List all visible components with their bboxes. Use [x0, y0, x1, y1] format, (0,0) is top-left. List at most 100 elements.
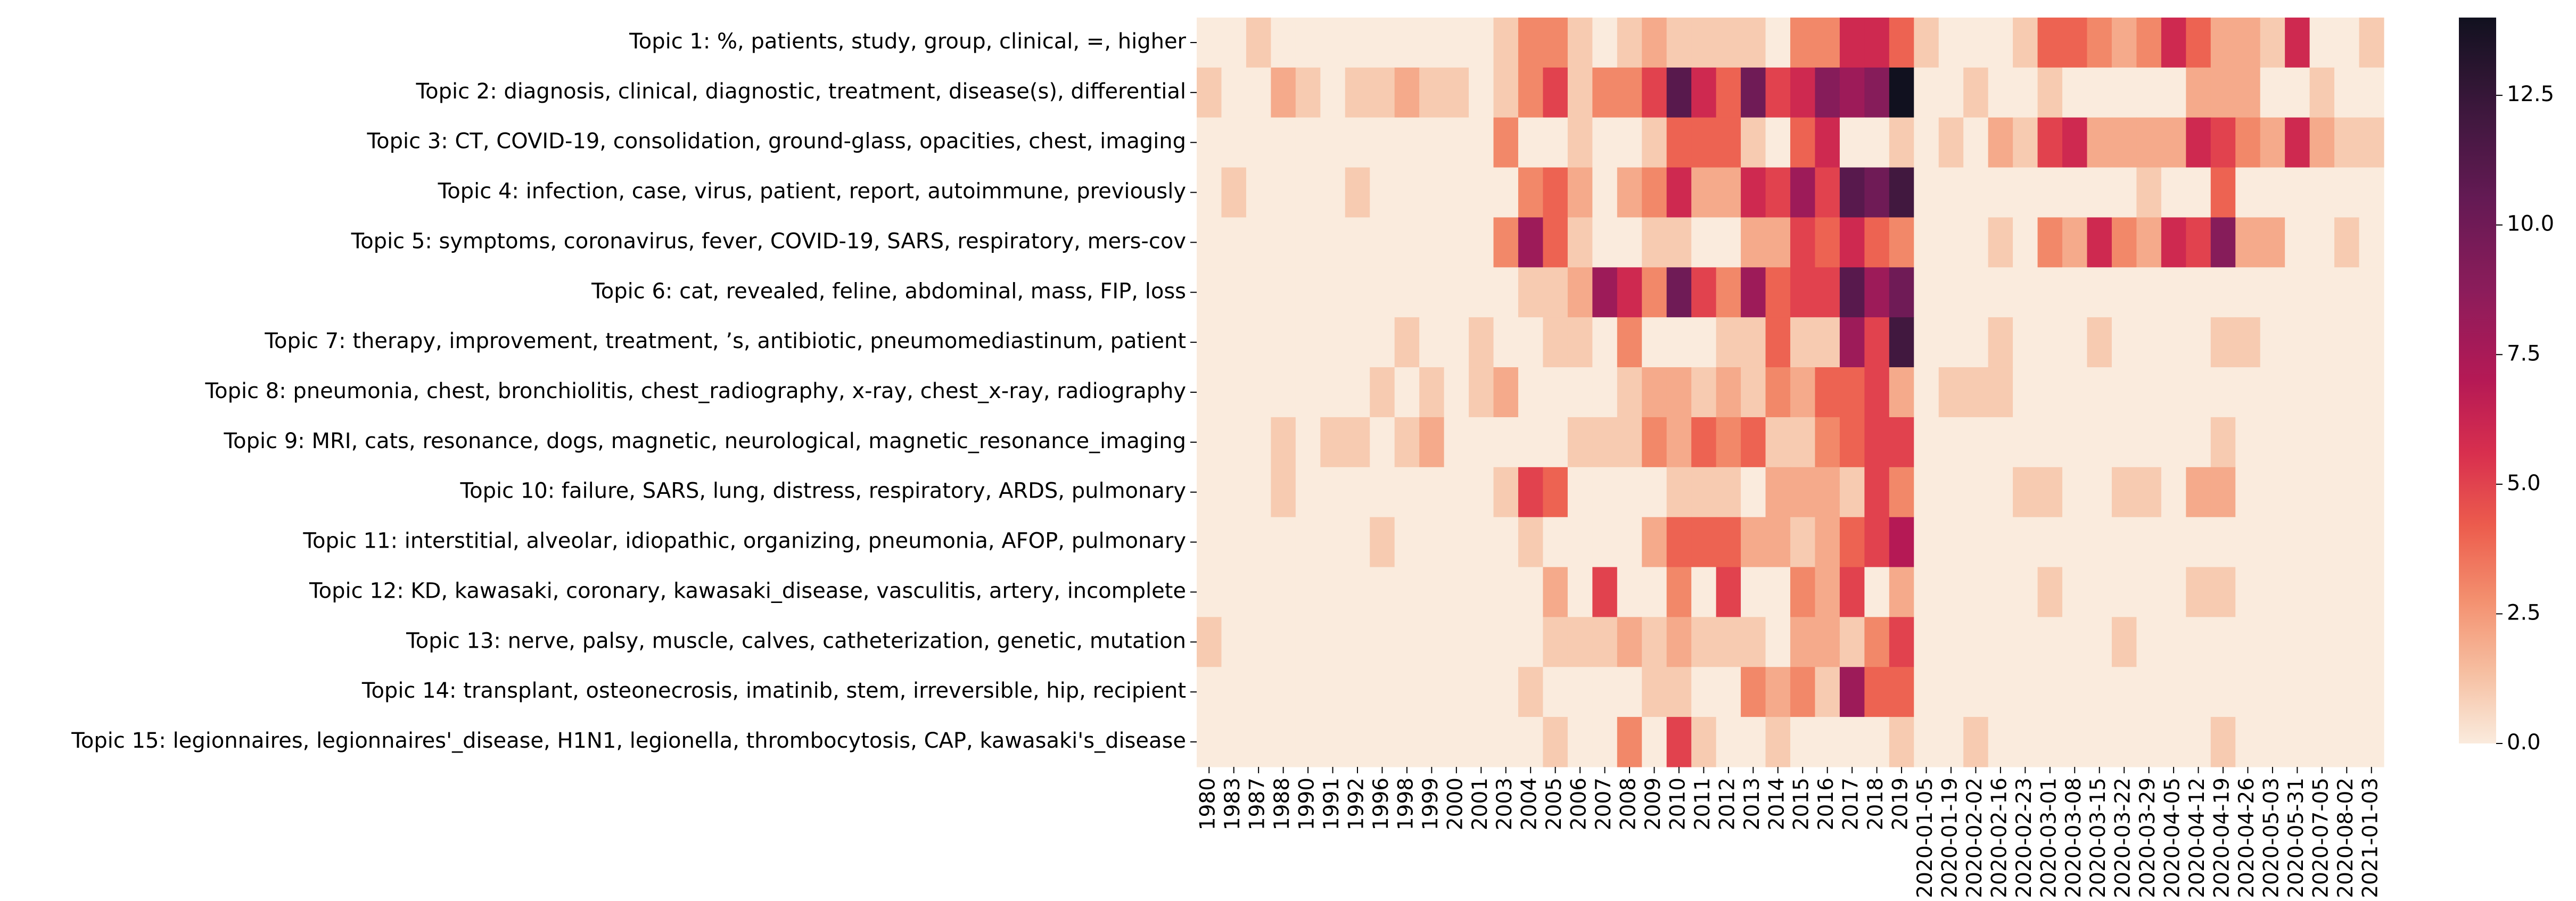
heatmap-cell — [1914, 667, 1939, 717]
heatmap-cell — [1790, 617, 1816, 667]
x-tick-label: 1983 — [1221, 778, 1245, 830]
heatmap-cell — [2186, 217, 2211, 268]
colorbar-tick-label: 0.0 — [2507, 730, 2541, 755]
heatmap-cell — [1345, 217, 1370, 268]
heatmap-cell — [1617, 18, 1642, 68]
heatmap-cell — [2087, 717, 2112, 767]
heatmap-cell — [2359, 467, 2384, 518]
heatmap-cell — [2136, 467, 2162, 518]
heatmap-cell — [1320, 617, 1346, 667]
heatmap-cell — [1914, 417, 1939, 468]
heatmap-cell — [2037, 567, 2063, 617]
heatmap-cell — [1716, 517, 1741, 568]
heatmap-cell — [1815, 667, 1840, 717]
heatmap-cell — [1864, 217, 1890, 268]
heatmap-cell — [1295, 217, 1321, 268]
heatmap-cell — [1815, 567, 1840, 617]
heatmap-cell — [1938, 567, 1964, 617]
heatmap-cell — [1914, 167, 1939, 218]
y-tick-labels: Topic 1: %, patients, study, group, clin… — [71, 29, 1197, 753]
heatmap-cell — [2087, 217, 2112, 268]
heatmap-cell — [2334, 367, 2360, 418]
heatmap-cell — [1815, 717, 1840, 767]
heatmap-cell — [1567, 117, 1593, 168]
heatmap-cell — [1394, 717, 1420, 767]
heatmap-cell — [1543, 367, 1568, 418]
heatmap-cell — [1543, 317, 1568, 368]
heatmap-cell — [1567, 18, 1593, 68]
heatmap-cell — [2334, 317, 2360, 368]
heatmap-cell — [1345, 517, 1370, 568]
heatmap-cell — [1543, 67, 1568, 118]
heatmap-cell — [1592, 367, 1618, 418]
heatmap-cell — [1370, 367, 1395, 418]
heatmap-cell — [1370, 267, 1395, 318]
heatmap-cell — [1938, 267, 1964, 318]
heatmap-cell — [1716, 567, 1741, 617]
heatmap-cell — [2037, 617, 2063, 667]
heatmap-cell — [2285, 217, 2310, 268]
heatmap-cell — [1345, 667, 1370, 717]
heatmap-cell — [2087, 517, 2112, 568]
heatmap-cell — [2037, 367, 2063, 418]
heatmap-cell — [1666, 67, 1692, 118]
y-tick-label: Topic 2: diagnosis, clinical, diagnostic… — [415, 79, 1186, 104]
heatmap-cell — [1889, 417, 1914, 468]
heatmap-cell — [1419, 417, 1445, 468]
heatmap-cell — [1963, 18, 1989, 68]
heatmap-cell — [1914, 367, 1939, 418]
heatmap-cell — [2309, 617, 2335, 667]
heatmap-cell — [1617, 117, 1642, 168]
heatmap-cell — [1839, 267, 1865, 318]
heatmap-cell — [2087, 267, 2112, 318]
heatmap-cell — [2013, 367, 2038, 418]
heatmap-cell — [1617, 667, 1642, 717]
heatmap-cell — [1543, 267, 1568, 318]
x-tick-label: 2020-04-19 — [2210, 778, 2234, 898]
heatmap-cell — [2359, 367, 2384, 418]
heatmap-cell — [2260, 117, 2285, 168]
x-tick-label: 2008 — [1617, 778, 1641, 830]
heatmap-cell — [1889, 18, 1914, 68]
heatmap-cell — [1963, 717, 1989, 767]
heatmap-cell — [1345, 317, 1370, 368]
heatmap-cell — [1963, 467, 1989, 518]
heatmap-cell — [1394, 18, 1420, 68]
y-tick-label: Topic 6: cat, revealed, feline, abdomina… — [591, 279, 1186, 303]
heatmap-cell — [1370, 167, 1395, 218]
heatmap-cell — [2111, 117, 2137, 168]
heatmap-cell — [1320, 517, 1346, 568]
heatmap-cell — [1197, 317, 1222, 368]
heatmap-cell — [1666, 717, 1692, 767]
heatmap-cell — [1642, 667, 1667, 717]
heatmap-cell — [1617, 367, 1642, 418]
heatmap-cell — [2062, 317, 2088, 368]
heatmap-cell — [1567, 667, 1593, 717]
heatmap-cell — [1716, 217, 1741, 268]
heatmap-cell — [1518, 417, 1544, 468]
heatmap-cell — [1493, 617, 1519, 667]
heatmap-cell — [1889, 567, 1914, 617]
heatmap-cell — [2309, 517, 2335, 568]
heatmap-cell — [1790, 567, 1816, 617]
y-tick-label: Topic 14: transplant, osteonecrosis, ima… — [361, 679, 1186, 703]
heatmap-cell — [2309, 717, 2335, 767]
heatmap-cell — [1642, 367, 1667, 418]
heatmap-cell — [2161, 317, 2186, 368]
heatmap-cell — [1889, 717, 1914, 767]
heatmap-cell — [2235, 517, 2261, 568]
heatmap-cell — [2013, 467, 2038, 518]
colorbar-tick-label: 12.5 — [2507, 82, 2554, 106]
heatmap-cell — [1716, 18, 1741, 68]
x-tick-label: 1987 — [1246, 778, 1270, 830]
heatmap-cell — [1543, 117, 1568, 168]
heatmap-cell — [1790, 18, 1816, 68]
heatmap-cell — [1246, 717, 1271, 767]
heatmap-cell — [2062, 117, 2088, 168]
heatmap-cell — [1394, 567, 1420, 617]
heatmap-cell — [1716, 417, 1741, 468]
heatmap-cell — [2260, 167, 2285, 218]
heatmap-cell — [1518, 18, 1544, 68]
heatmap-cell — [1419, 117, 1445, 168]
heatmap-cell — [1765, 567, 1791, 617]
